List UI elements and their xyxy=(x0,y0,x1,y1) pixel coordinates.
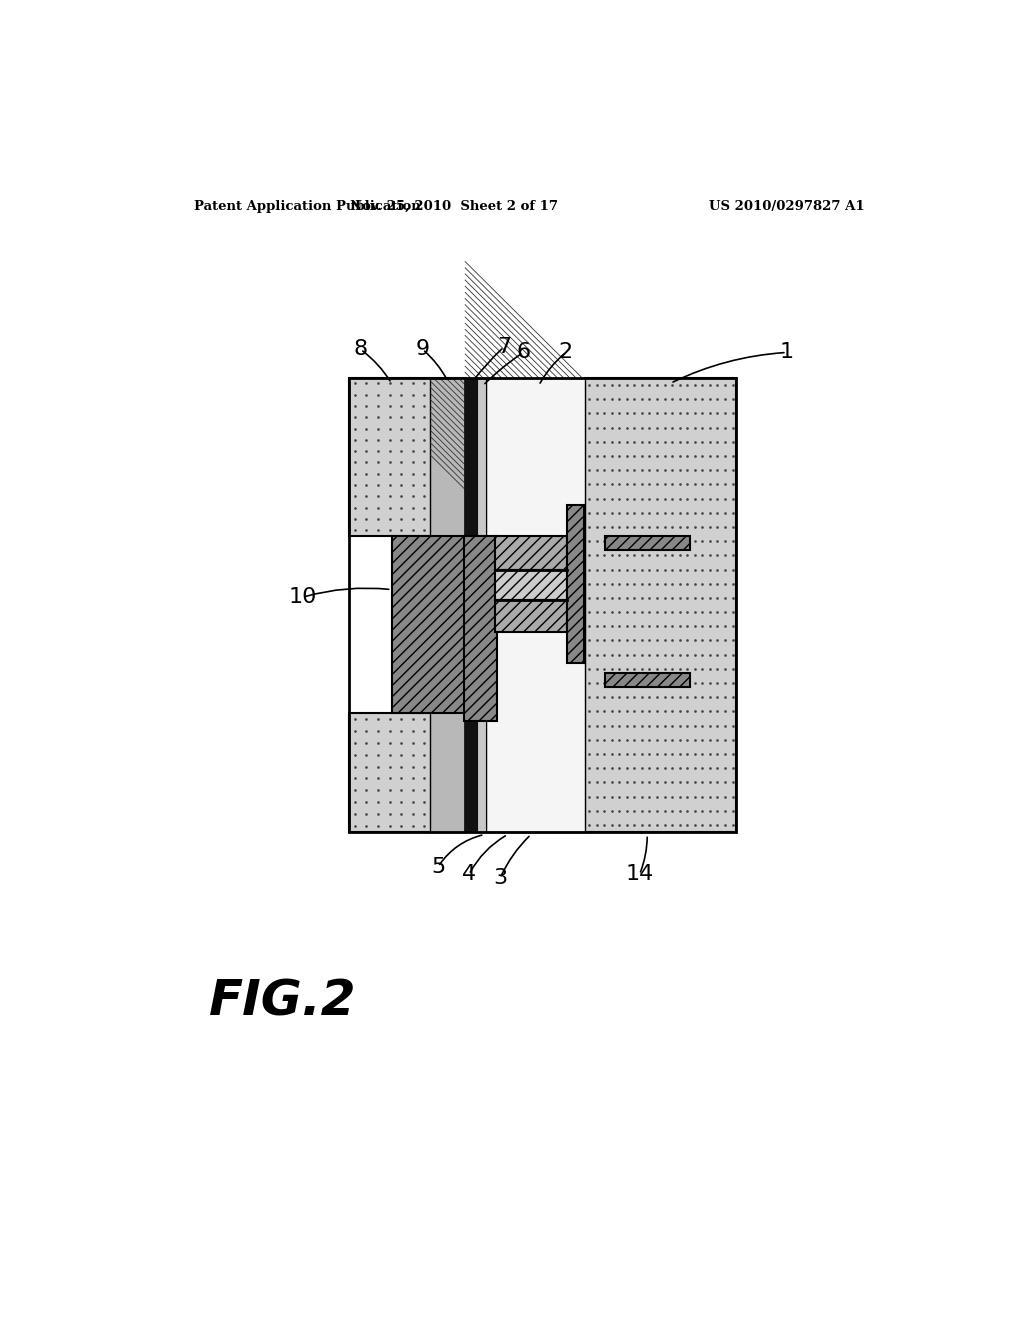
Text: 1: 1 xyxy=(779,342,794,363)
Text: 5: 5 xyxy=(431,857,445,876)
Bar xyxy=(496,570,566,599)
Text: Nov. 25, 2010  Sheet 2 of 17: Nov. 25, 2010 Sheet 2 of 17 xyxy=(349,199,557,213)
Text: 9: 9 xyxy=(416,339,429,359)
FancyArrowPatch shape xyxy=(362,351,390,381)
Bar xyxy=(496,536,566,570)
Text: 7: 7 xyxy=(497,337,511,356)
Bar xyxy=(464,378,477,832)
FancyArrowPatch shape xyxy=(470,836,506,873)
Bar xyxy=(486,378,586,832)
Bar xyxy=(477,378,486,832)
Text: 14: 14 xyxy=(626,865,653,884)
Bar xyxy=(464,536,497,721)
Bar xyxy=(391,536,465,713)
FancyArrowPatch shape xyxy=(540,354,564,383)
Bar xyxy=(604,673,690,686)
FancyArrowPatch shape xyxy=(425,351,446,379)
Bar xyxy=(566,506,584,663)
Bar xyxy=(349,378,465,536)
FancyArrowPatch shape xyxy=(501,837,529,875)
Text: 10: 10 xyxy=(288,587,316,607)
Text: 2: 2 xyxy=(559,342,573,363)
Text: 8: 8 xyxy=(353,339,368,359)
Text: 3: 3 xyxy=(493,869,507,888)
Bar xyxy=(496,599,566,632)
Text: 4: 4 xyxy=(462,865,476,884)
FancyArrowPatch shape xyxy=(485,354,521,384)
Bar xyxy=(586,378,736,832)
FancyArrowPatch shape xyxy=(641,837,647,873)
FancyArrowPatch shape xyxy=(439,836,482,865)
Text: 6: 6 xyxy=(516,342,530,363)
Text: Patent Application Publication: Patent Application Publication xyxy=(194,199,421,213)
Bar xyxy=(430,378,465,832)
Bar xyxy=(349,713,465,832)
Bar xyxy=(349,378,736,832)
FancyArrowPatch shape xyxy=(473,348,502,381)
Text: US 2010/0297827 A1: US 2010/0297827 A1 xyxy=(709,199,864,213)
Text: FIG.2: FIG.2 xyxy=(209,978,357,1026)
FancyArrowPatch shape xyxy=(673,352,784,381)
FancyArrowPatch shape xyxy=(305,589,389,597)
Bar xyxy=(604,536,690,549)
